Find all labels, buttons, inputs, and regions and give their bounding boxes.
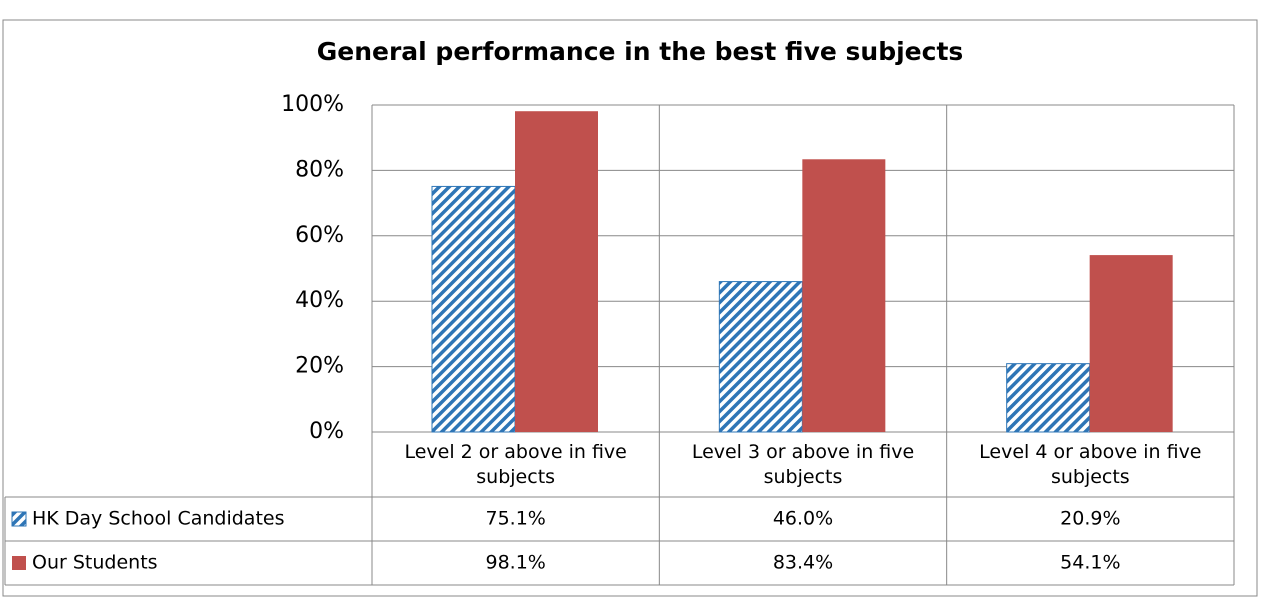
table-value: 83.4% bbox=[773, 552, 833, 574]
bar bbox=[802, 159, 886, 433]
table-value: 46.0% bbox=[773, 508, 833, 530]
chart-frame bbox=[2, 19, 1258, 597]
y-tick-label: 80% bbox=[295, 157, 344, 182]
y-tick-label: 60% bbox=[295, 223, 344, 248]
legend-marker bbox=[11, 511, 27, 527]
x-tick-label: Level 2 or above in five subjects bbox=[404, 440, 627, 488]
category-cell: Level 4 or above in five subjects bbox=[979, 440, 1202, 488]
chart-title: General performance in the best five sub… bbox=[317, 37, 964, 66]
category-cell: Level 2 or above in five subjects bbox=[404, 440, 627, 488]
bar bbox=[718, 281, 803, 433]
table-value: 75.1% bbox=[485, 508, 545, 530]
y-tick-label: 40% bbox=[295, 288, 344, 313]
bar bbox=[515, 111, 598, 432]
y-tick-label: 20% bbox=[295, 354, 344, 379]
y-tick-label: 0% bbox=[309, 419, 344, 444]
table-value: 54.1% bbox=[1060, 552, 1120, 574]
x-tick-label: Level 3 or above in five subjects bbox=[691, 440, 915, 488]
bar bbox=[1006, 363, 1091, 433]
category-cell: Level 3 or above in five subjects bbox=[691, 440, 915, 488]
legend-marker bbox=[12, 556, 26, 570]
legend-label: Our Students bbox=[32, 552, 158, 574]
table-value: 20.9% bbox=[1060, 508, 1120, 530]
x-tick-label: Level 4 or above in five subjects bbox=[979, 440, 1202, 488]
legend-label: HK Day School Candidates bbox=[32, 508, 285, 530]
bar bbox=[431, 185, 516, 433]
y-tick-label: 100% bbox=[281, 92, 344, 117]
bar bbox=[1089, 255, 1173, 432]
table-value: 98.1% bbox=[485, 552, 545, 574]
